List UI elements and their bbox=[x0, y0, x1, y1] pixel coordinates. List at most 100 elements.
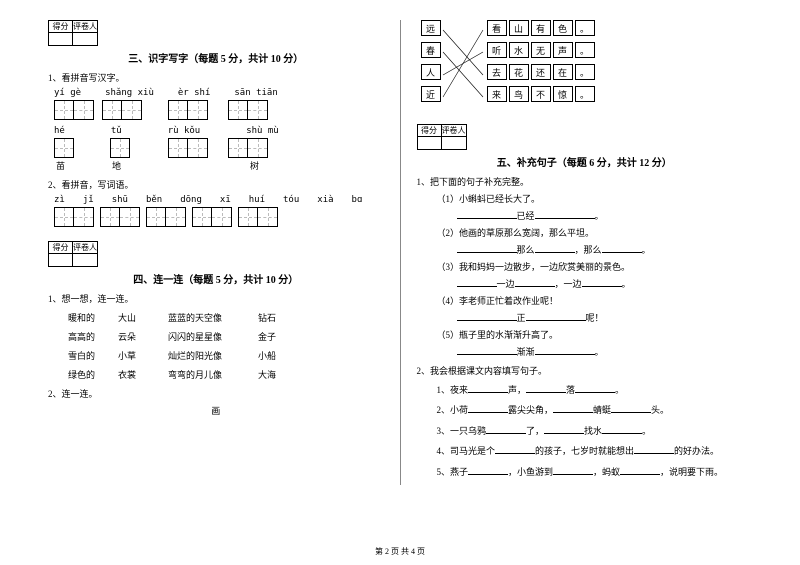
pinyin: sān tiān bbox=[234, 88, 277, 98]
match-c: 闪闪的星星像 bbox=[168, 330, 258, 343]
tian-box bbox=[168, 138, 188, 158]
text: 4、司马光是个 bbox=[437, 446, 496, 456]
match-b: 小草 bbox=[118, 349, 168, 362]
word-box: 色 bbox=[553, 20, 573, 36]
pinyin: dōng bbox=[180, 195, 202, 205]
reviewer-blank bbox=[73, 33, 97, 45]
word-box: 声 bbox=[553, 42, 573, 58]
tian-box bbox=[102, 100, 122, 120]
match-row: 高高的 云朵 闪闪的星星像 金子 bbox=[68, 330, 384, 343]
text: ，说明要下雨。 bbox=[660, 467, 723, 477]
word-box: 还 bbox=[531, 64, 551, 80]
word-box: 人 bbox=[421, 64, 441, 80]
char: 苗 bbox=[56, 159, 65, 172]
word-box: 无 bbox=[531, 42, 551, 58]
text: 正 bbox=[517, 313, 526, 323]
pinyin-row-2: hé tǔ rù kǒu shù mù bbox=[54, 126, 384, 136]
word-box: 春 bbox=[421, 42, 441, 58]
word-box: 花 bbox=[509, 64, 529, 80]
tian-box bbox=[188, 100, 208, 120]
pinyin: tǔ bbox=[111, 126, 122, 136]
q5-2: 2、我会根据课文内容填写句子。 bbox=[417, 364, 753, 377]
reviewer-label: 评卷人 bbox=[442, 125, 466, 137]
word-box: 。 bbox=[575, 86, 595, 102]
text: 露尖尖角， bbox=[508, 405, 553, 415]
char: 树 bbox=[250, 159, 259, 172]
word-box: 惊 bbox=[553, 86, 573, 102]
tian-box bbox=[54, 100, 74, 120]
pinyin: tóu bbox=[283, 195, 299, 205]
tian-box bbox=[212, 207, 232, 227]
text: 那么 bbox=[584, 245, 602, 255]
reviewer-blank bbox=[442, 137, 466, 149]
reviewer-blank bbox=[73, 254, 97, 266]
q3-1: 1、看拼音写汉字。 bbox=[48, 71, 384, 84]
match-c: 弯弯的月儿像 bbox=[168, 368, 258, 381]
tian-box bbox=[146, 207, 166, 227]
score-label: 得分 bbox=[418, 125, 442, 137]
pinyin: shū bbox=[112, 195, 128, 205]
match-a: 雪白的 bbox=[68, 349, 118, 362]
tian-box bbox=[188, 138, 208, 158]
tian-box bbox=[166, 207, 186, 227]
score-label: 得分 bbox=[49, 242, 73, 254]
text: 落 bbox=[566, 385, 575, 395]
match-d: 大海 bbox=[258, 368, 298, 381]
fill-item: （1）小蝌蚪已经长大了。 bbox=[437, 192, 753, 205]
score-blank bbox=[49, 33, 73, 45]
q4-2: 2、连一连。 bbox=[48, 387, 384, 400]
fill-line: 那么，那么。 bbox=[457, 243, 753, 256]
pinyin-row-1: yí gè shǎng xiù èr shí sān tiān bbox=[54, 88, 384, 98]
word-box: 。 bbox=[575, 64, 595, 80]
word-box: 在 bbox=[553, 64, 573, 80]
text: 那么 bbox=[517, 245, 535, 255]
section-4-title: 四、连一连（每题 5 分，共计 10 分） bbox=[48, 271, 384, 286]
text: 2、小荷 bbox=[437, 405, 469, 415]
hua-char: 画 bbox=[48, 404, 384, 417]
match-a: 绿色的 bbox=[68, 368, 118, 381]
grid-row-1 bbox=[54, 100, 384, 120]
pinyin: hé bbox=[54, 126, 65, 136]
word-box: 不 bbox=[531, 86, 551, 102]
section-5-title: 五、补充句子（每题 6 分，共计 12 分） bbox=[417, 154, 753, 169]
word-box: 来 bbox=[487, 86, 507, 102]
text: 了， bbox=[526, 426, 544, 436]
pinyin: zì bbox=[54, 195, 65, 205]
tian-box bbox=[122, 100, 142, 120]
text: 蜻蜓 bbox=[593, 405, 611, 415]
tian-box bbox=[120, 207, 140, 227]
score-box-5: 得分 评卷人 bbox=[417, 124, 753, 150]
grid-row-3 bbox=[54, 207, 384, 227]
tian-box bbox=[228, 100, 248, 120]
word-box: 去 bbox=[487, 64, 507, 80]
word-box: 看 bbox=[487, 20, 507, 36]
match-d: 钻石 bbox=[258, 311, 298, 324]
word-box: 鸟 bbox=[509, 86, 529, 102]
fill-line: 一边，一边。 bbox=[457, 277, 753, 290]
word-box: 近 bbox=[421, 86, 441, 102]
tian-box bbox=[258, 207, 278, 227]
match-a: 暖和的 bbox=[68, 311, 118, 324]
left-match-boxes: 远 春 人 近 bbox=[421, 20, 441, 102]
pinyin: rù kǒu bbox=[168, 126, 201, 136]
tian-box bbox=[248, 100, 268, 120]
word-box: 水 bbox=[509, 42, 529, 58]
text: 一边 bbox=[497, 279, 515, 289]
text: 头。 bbox=[651, 405, 669, 415]
word-box: 听 bbox=[487, 42, 507, 58]
match-c: 蓝蓝的天空像 bbox=[168, 311, 258, 324]
tian-box bbox=[192, 207, 212, 227]
right-column: 远 春 人 近 看 山 有 色 。 听 水 无 声 。 bbox=[401, 20, 761, 485]
text: 渐渐 bbox=[517, 347, 535, 357]
pinyin: shǎng xiù bbox=[105, 88, 154, 98]
tian-box bbox=[74, 207, 94, 227]
q5-1: 1、把下面的句子补充完整。 bbox=[417, 175, 753, 188]
match-b: 大山 bbox=[118, 311, 168, 324]
fill-line: 正呢！ bbox=[457, 311, 753, 324]
tian-box bbox=[228, 138, 248, 158]
text: ，蚂蚁 bbox=[593, 467, 620, 477]
match-diagram: 远 春 人 近 看 山 有 色 。 听 水 无 声 。 bbox=[417, 20, 753, 114]
pinyin: běn bbox=[146, 195, 162, 205]
score-blank bbox=[49, 254, 73, 266]
text: 1、夜来 bbox=[437, 385, 469, 395]
